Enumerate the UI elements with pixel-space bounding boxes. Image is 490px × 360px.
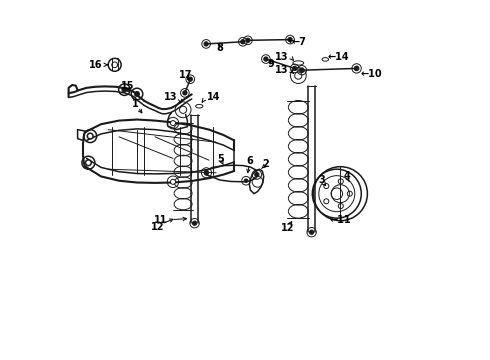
Text: 13: 13 bbox=[164, 92, 178, 102]
Circle shape bbox=[354, 66, 359, 71]
Circle shape bbox=[134, 91, 140, 96]
Text: 12: 12 bbox=[151, 222, 165, 232]
Circle shape bbox=[293, 66, 297, 71]
Circle shape bbox=[171, 121, 175, 126]
Circle shape bbox=[122, 87, 127, 92]
Circle shape bbox=[188, 77, 193, 81]
Circle shape bbox=[241, 40, 245, 44]
Circle shape bbox=[288, 37, 292, 42]
Circle shape bbox=[171, 179, 175, 184]
Circle shape bbox=[264, 57, 268, 61]
Text: 13: 13 bbox=[275, 65, 289, 75]
Circle shape bbox=[193, 221, 197, 225]
Circle shape bbox=[245, 179, 248, 183]
Circle shape bbox=[310, 230, 314, 234]
Text: 5: 5 bbox=[217, 154, 224, 164]
Circle shape bbox=[255, 172, 259, 177]
Text: 11: 11 bbox=[154, 215, 168, 225]
Text: 9: 9 bbox=[268, 59, 275, 69]
Text: ←14: ←14 bbox=[328, 51, 349, 62]
Text: 14: 14 bbox=[206, 92, 220, 102]
Text: ←11: ←11 bbox=[330, 215, 351, 225]
Text: 15: 15 bbox=[121, 81, 135, 91]
Text: 13: 13 bbox=[275, 51, 289, 62]
Text: 6: 6 bbox=[246, 156, 253, 166]
Text: 4: 4 bbox=[343, 171, 350, 181]
Circle shape bbox=[183, 91, 187, 95]
Text: 12: 12 bbox=[281, 222, 294, 233]
Text: 16: 16 bbox=[89, 60, 103, 70]
Text: 2: 2 bbox=[262, 159, 269, 169]
Circle shape bbox=[204, 42, 208, 46]
Polygon shape bbox=[249, 169, 264, 194]
Circle shape bbox=[299, 68, 304, 72]
Text: 3: 3 bbox=[318, 175, 325, 185]
Text: 17: 17 bbox=[179, 70, 193, 80]
Text: ←7: ←7 bbox=[292, 37, 307, 48]
Text: ←10: ←10 bbox=[360, 69, 382, 79]
Text: 8: 8 bbox=[217, 42, 223, 53]
Polygon shape bbox=[204, 165, 258, 182]
Circle shape bbox=[86, 160, 91, 166]
Circle shape bbox=[245, 38, 250, 42]
Text: 1: 1 bbox=[132, 99, 139, 109]
Circle shape bbox=[87, 133, 93, 139]
Circle shape bbox=[204, 171, 209, 175]
